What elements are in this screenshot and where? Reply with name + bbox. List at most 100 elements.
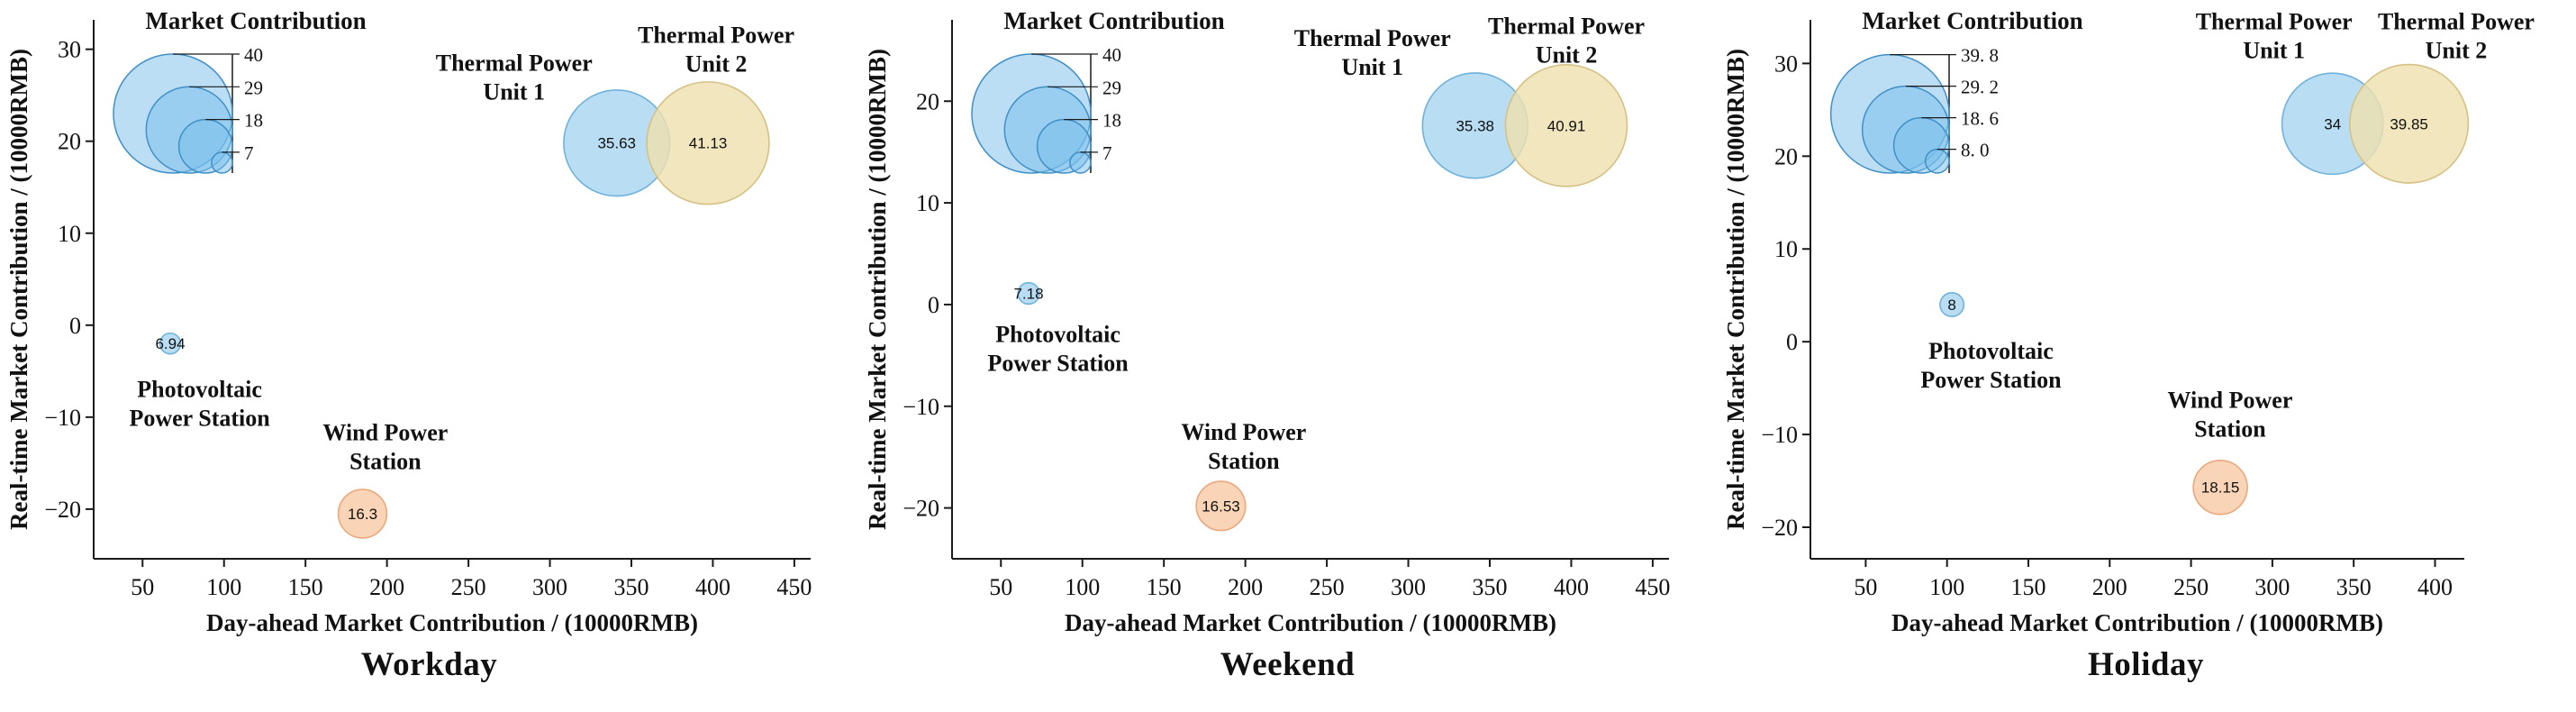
annotation-wind-power: Wind Power Station xyxy=(2167,387,2292,442)
y-tick-label: 0 xyxy=(1786,329,1798,355)
legend-size-label: 40 xyxy=(1102,44,1121,66)
legend-size-label: 40 xyxy=(244,44,263,66)
x-tick-label: 50 xyxy=(989,574,1012,600)
bubble-thermal-power-unit-2 xyxy=(2349,63,2470,184)
x-tick-label: 100 xyxy=(1929,574,1964,600)
x-tick-label: 450 xyxy=(776,574,812,600)
annotation-photovoltaic: Photovoltaic Power Station xyxy=(129,377,270,432)
y-tick-label: 10 xyxy=(916,190,939,216)
legend-circle xyxy=(1924,148,1950,174)
x-tick-label: 100 xyxy=(1065,574,1100,600)
bubble-value-photovoltaic-power-station: 6.94 xyxy=(155,335,185,352)
y-tick-label: 10 xyxy=(1774,236,1798,262)
subplot-title-weekend: Weekend xyxy=(1220,646,1356,683)
panel-holiday: 50 100 150 200 250 300 350 400 −20 −10 0 10 20 30 Day-… xyxy=(1717,0,2575,712)
annotation-thermal-power: Thermal Power Unit 1 xyxy=(2196,8,2353,63)
x-tick-label: 150 xyxy=(1147,574,1182,600)
x-axis-title: Day-ahead Market Contribution / (10000RM… xyxy=(1065,609,1556,636)
x-axis-title: Day-ahead Market Contribution / (10000RM… xyxy=(206,609,698,636)
panel-weekend: 50 100 150 200 250 300 350 400 450 −20 −10 0 10 20 Day… xyxy=(858,0,1717,712)
annotation-thermal-power: Thermal Power Unit 1 xyxy=(436,50,593,105)
legend-title: Market Contribution xyxy=(1862,7,2082,34)
bubble-value-thermal-power-unit-1: 35.38 xyxy=(1456,117,1494,134)
x-tick-label: 400 xyxy=(695,574,730,600)
y-axis-title: Real-time Market Contribution / (10000RM… xyxy=(5,49,32,530)
legend-size-label: 18 xyxy=(1102,110,1121,132)
bubble-photovoltaic-power-station xyxy=(1017,281,1040,306)
x-tick-label: 350 xyxy=(1473,574,1508,600)
bubble-wind-power-station xyxy=(1195,480,1247,532)
x-tick-label: 400 xyxy=(1554,574,1589,600)
legend-size-label: 39. 8 xyxy=(1961,45,1999,67)
x-tick-label: 100 xyxy=(206,574,241,600)
y-tick-label: −20 xyxy=(44,497,81,523)
bubble-photovoltaic-power-station xyxy=(159,332,182,355)
bubble-value-thermal-power-unit-1: 34 xyxy=(2324,115,2341,132)
annotation-thermal-power: Thermal Power Unit 2 xyxy=(638,23,794,78)
legend-size-label: 7 xyxy=(1102,142,1112,164)
x-tick-label: 200 xyxy=(369,574,404,600)
bubble-value-thermal-power-unit-2: 41.13 xyxy=(689,135,728,152)
bubble-value-photovoltaic-power-station: 7.18 xyxy=(1013,286,1043,303)
bubble-photovoltaic-power-station xyxy=(1939,291,1965,317)
annotation-photovoltaic: Photovoltaic Power Station xyxy=(1920,338,2062,393)
legend-title: Market Contribution xyxy=(1003,7,1224,34)
x-tick-label: 250 xyxy=(1310,574,1345,600)
annotation-thermal-power: Thermal Power Unit 2 xyxy=(2378,8,2535,63)
chart-workday: 50 100 150 200 250 300 350 400 450 −20 −10 0 10 20 30 D… xyxy=(5,7,812,636)
x-tick-label: 200 xyxy=(2092,574,2127,600)
bubble-thermal-power-unit-2 xyxy=(646,81,770,205)
y-tick-label: 30 xyxy=(58,37,81,63)
x-tick-label: 300 xyxy=(532,574,567,600)
bubble-value-thermal-power-unit-1: 35.63 xyxy=(597,135,636,152)
chart-weekend: 50 100 150 200 250 300 350 400 450 −20 −10 0 10 20 Day… xyxy=(864,7,1670,636)
annotation-wind-power: Wind Power Station xyxy=(322,420,448,475)
x-tick-label: 350 xyxy=(614,574,649,600)
annotation-thermal-power: Thermal Power Unit 1 xyxy=(1294,25,1451,80)
y-tick-label: 20 xyxy=(916,88,939,114)
y-axis-title: Real-time Market Contribution / (10000RM… xyxy=(1722,49,1749,530)
x-tick-label: 50 xyxy=(1854,574,1877,600)
bubble-value-thermal-power-unit-2: 40.91 xyxy=(1547,117,1586,134)
y-axis-title: Real-time Market Contribution / (10000RM… xyxy=(864,49,891,530)
y-tick-label: 20 xyxy=(1774,143,1798,169)
bubble-thermal-power-unit-2 xyxy=(1504,64,1628,187)
legend-size-label: 18. 6 xyxy=(1961,108,1999,130)
legend-circle xyxy=(1069,151,1092,174)
y-tick-label: 10 xyxy=(58,221,81,247)
legend-size-label: 18 xyxy=(244,110,263,132)
y-tick-label: −10 xyxy=(1761,422,1798,448)
y-tick-label: −20 xyxy=(903,496,939,522)
x-tick-label: 50 xyxy=(131,574,154,600)
x-axis-title: Day-ahead Market Contribution / (10000RM… xyxy=(1891,609,2383,636)
legend-size-label: 8. 0 xyxy=(1961,140,1990,161)
subplot-title-holiday: Holiday xyxy=(2088,646,2204,683)
bubble-value-wind-power-station: 18.15 xyxy=(2201,479,2240,497)
legend-size-label: 29. 2 xyxy=(1961,77,1999,98)
legend-circle xyxy=(211,151,233,174)
x-tick-label: 300 xyxy=(1391,574,1426,600)
legend-size-label: 29 xyxy=(1102,77,1121,98)
x-tick-label: 450 xyxy=(1635,574,1670,600)
bubble-wind-power-station xyxy=(337,488,388,539)
legend-size-label: 7 xyxy=(244,142,254,164)
chart-holiday: 50 100 150 200 250 300 350 400 −20 −10 0 10 20 30 Day-… xyxy=(1722,7,2535,636)
subplot-title-workday: Workday xyxy=(360,646,498,683)
x-tick-label: 150 xyxy=(2011,574,2046,600)
x-tick-label: 250 xyxy=(2173,574,2209,600)
bubble-wind-power-station xyxy=(2192,459,2248,516)
bubble-value-photovoltaic-power-station: 8 xyxy=(1947,297,1955,314)
x-tick-label: 350 xyxy=(2336,574,2372,600)
x-tick-label: 150 xyxy=(288,574,323,600)
y-tick-label: −20 xyxy=(1761,515,1798,541)
legend-size-label: 29 xyxy=(244,77,263,98)
panel-workday: 50 100 150 200 250 300 350 400 450 −20 −10 0 10 20 30 D… xyxy=(0,0,858,712)
y-tick-label: 20 xyxy=(58,129,81,155)
y-tick-label: 30 xyxy=(1774,50,1798,77)
y-tick-label: 0 xyxy=(69,313,81,339)
x-tick-label: 300 xyxy=(2254,574,2290,600)
y-tick-label: −10 xyxy=(44,405,81,431)
annotation-photovoltaic: Photovoltaic Power Station xyxy=(987,321,1129,376)
bubble-value-wind-power-station: 16.3 xyxy=(348,506,377,523)
legend-title: Market Contribution xyxy=(145,7,366,34)
